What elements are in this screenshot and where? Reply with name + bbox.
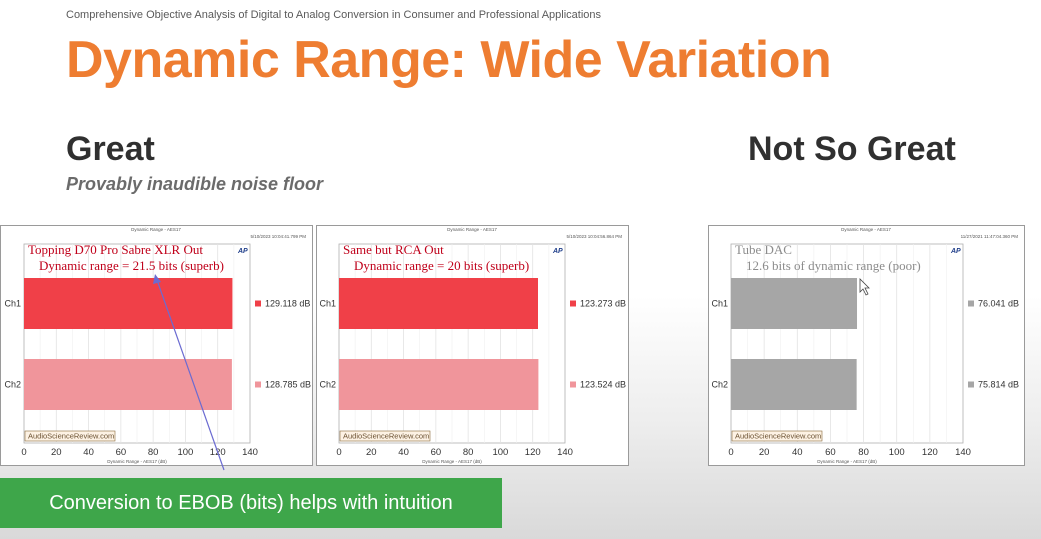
value-label: 123.524 dB [580, 380, 626, 390]
chart-timestamp: 5/10/2023 10:04:56.864 PM [566, 234, 622, 239]
value-marker [255, 381, 261, 388]
value-label: 128.785 dB [265, 380, 311, 390]
annotation-line: Same but RCA Out [343, 242, 444, 257]
annotation-line: Dynamic range = 21.5 bits (superb) [39, 258, 224, 273]
x-tick-label: 80 [858, 447, 869, 458]
x-tick-label: 0 [336, 447, 341, 458]
x-tick-label: 100 [492, 447, 508, 458]
value-marker [570, 300, 576, 307]
category-label: Ch2 [711, 380, 728, 390]
value-marker [968, 300, 974, 307]
bar-ch2 [339, 359, 539, 410]
arrow-line [156, 279, 225, 471]
x-tick-label: 20 [51, 447, 62, 458]
x-tick-label: 100 [177, 447, 193, 458]
x-tick-label: 120 [922, 447, 938, 458]
slide-title: Dynamic Range: Wide Variation [66, 31, 832, 89]
bar-ch2 [731, 359, 857, 410]
ebob-banner: Conversion to EBOB (bits) helps with int… [0, 478, 502, 528]
watermark-box [24, 430, 116, 442]
watermark: AudioScienceReview.com [735, 432, 821, 441]
value-marker [255, 300, 261, 307]
ap-badge: AP [552, 248, 563, 255]
value-label: 129.118 dB [265, 299, 310, 309]
cursor-icon [859, 278, 870, 296]
category-label: Ch2 [319, 380, 336, 390]
category-label: Ch1 [711, 299, 728, 309]
x-tick-label: 100 [889, 447, 905, 458]
category-label: Ch1 [319, 299, 336, 309]
x-tick-label: 60 [116, 447, 127, 458]
chart-top-title: Dynamic Range - AES17 [447, 227, 497, 232]
bar-ch1 [24, 278, 233, 329]
chart-top-title: Dynamic Range - AES17 [841, 227, 891, 232]
not-so-great-heading: Not So Great [748, 130, 956, 168]
arrow-head [153, 274, 161, 284]
category-label: Ch1 [4, 299, 21, 309]
chart-3: Dynamic Range - AES17 11/27/2021 11:47:04… [708, 225, 1025, 466]
bar-ch1 [339, 278, 538, 329]
great-heading: Great [66, 130, 155, 168]
x-tick-label: 60 [825, 447, 836, 458]
bar-ch1 [731, 278, 858, 329]
annotation-line: Topping D70 Pro Sabre XLR Out [28, 242, 203, 257]
x-tick-label: 20 [366, 447, 377, 458]
x-tick-label: 140 [242, 447, 258, 458]
ap-badge: AP [950, 248, 961, 255]
presentation-subtitle: Comprehensive Objective Analysis of Digi… [66, 9, 602, 21]
watermark: AudioScienceReview.com [343, 432, 429, 441]
watermark-box [339, 430, 431, 442]
x-tick-label: 80 [463, 447, 474, 458]
chart-top-title: Dynamic Range - AES17 [131, 227, 181, 232]
x-tick-label: 40 [398, 447, 409, 458]
chart-timestamp: 11/27/2021 11:47:04.360 PM [961, 234, 1019, 239]
chart-timestamp: 5/10/2023 10:04:41.799 PM [250, 234, 306, 239]
x-tick-label: 140 [557, 447, 573, 458]
annotation-arrow [153, 274, 870, 471]
category-label: Ch2 [4, 380, 21, 390]
chart-2: Dynamic Range - AES17 5/10/2023 10:04:56.… [316, 225, 629, 466]
x-tick-label: 0 [728, 447, 733, 458]
watermark-box [731, 430, 823, 442]
x-axis-label: Dynamic Range - AES17 (dB) [422, 459, 482, 464]
x-tick-label: 0 [21, 447, 26, 458]
great-subheading: Provably inaudible noise floor [66, 174, 324, 194]
x-axis-label: Dynamic Range - AES17 (dB) [817, 459, 877, 464]
value-label: 76.041 dB [978, 299, 1019, 309]
value-marker [968, 381, 974, 388]
x-tick-label: 80 [148, 447, 159, 458]
x-tick-label: 40 [792, 447, 803, 458]
x-axis-label: Dynamic Range - AES17 (dB) [107, 459, 167, 464]
watermark: AudioScienceReview.com [28, 432, 114, 441]
bar-ch2 [24, 359, 232, 410]
value-label: 123.273 dB [580, 299, 626, 309]
annotation-line: 12.6 bits of dynamic range (poor) [746, 258, 921, 273]
x-tick-label: 60 [431, 447, 442, 458]
x-tick-label: 140 [955, 447, 971, 458]
ap-badge: AP [237, 248, 248, 255]
value-marker [570, 381, 576, 388]
value-label: 75.814 dB [978, 380, 1019, 390]
chart-1: Dynamic Range - AES17 5/10/2023 10:04:41.… [0, 225, 313, 466]
annotation-line: Tube DAC [735, 242, 792, 257]
x-tick-label: 40 [83, 447, 94, 458]
annotation-line: Dynamic range = 20 bits (superb) [354, 258, 529, 273]
x-tick-label: 120 [525, 447, 541, 458]
x-tick-label: 20 [759, 447, 770, 458]
